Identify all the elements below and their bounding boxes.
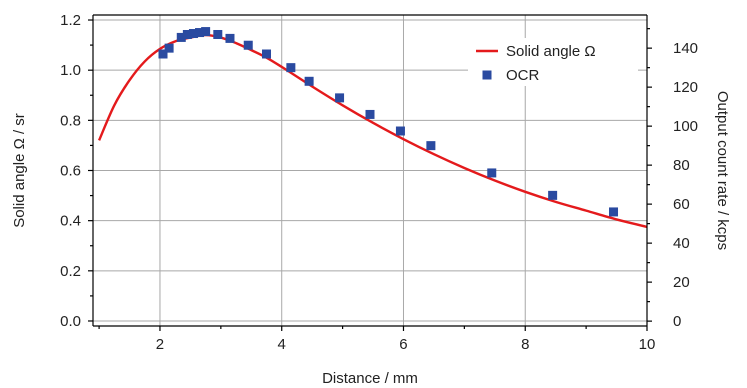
- legend-swatch-square: [482, 70, 492, 80]
- legend-background: [468, 38, 638, 86]
- ocr-point: [487, 168, 497, 178]
- ocr-point: [213, 29, 223, 39]
- legend-label-ocr: OCR: [506, 67, 540, 84]
- y-left-tick-label: 0.2: [60, 263, 81, 280]
- x-tick-label: 10: [639, 336, 656, 353]
- y-right-tick-label: 0: [673, 313, 681, 330]
- y-right-tick-label: 40: [673, 235, 690, 252]
- y-right-tick-label: 20: [673, 274, 690, 291]
- y-right-tick-label: 120: [673, 79, 698, 96]
- ocr-point: [182, 29, 192, 39]
- x-tick-label: 6: [399, 336, 407, 353]
- x-tick-label: 8: [521, 336, 529, 353]
- plot-area: [97, 27, 647, 229]
- ocr-point: [335, 93, 345, 103]
- ocr-point: [304, 76, 314, 86]
- ocr-point: [243, 40, 253, 50]
- ocr-point: [286, 63, 296, 73]
- ocr-point: [201, 27, 211, 37]
- y-right-tick-label: 100: [673, 118, 698, 135]
- ocr-point: [176, 32, 186, 42]
- y-right-tick-label: 80: [673, 157, 690, 174]
- ocr-point: [395, 126, 405, 136]
- y-left-tick-label: 1.2: [60, 12, 81, 29]
- y-left-tick-label: 1.0: [60, 62, 81, 79]
- y-right-tick-label: 140: [673, 40, 698, 57]
- y-left-tick-label: 0.8: [60, 112, 81, 129]
- ocr-point: [158, 49, 168, 59]
- ocr-point: [225, 33, 235, 43]
- y-left-tick-label: 0.4: [60, 213, 81, 230]
- y-right-tick-label: 60: [673, 196, 690, 213]
- y-left-axis-title: Solid angle Ω / sr: [11, 113, 28, 228]
- legend: Solid angle Ω OCR: [468, 38, 638, 86]
- ocr-point: [365, 109, 375, 119]
- y-left-tick-label: 0.0: [60, 313, 81, 330]
- series-line-solid-angle: [97, 33, 647, 229]
- ocr-point: [548, 190, 558, 200]
- ocr-point: [195, 28, 205, 38]
- x-tick-label: 4: [278, 336, 286, 353]
- ocr-point: [164, 43, 174, 53]
- y-left-tick-label: 0.6: [60, 163, 81, 180]
- x-tick-label: 2: [156, 336, 164, 353]
- ocr-point: [262, 49, 272, 59]
- legend-label-solid-angle: Solid angle Ω: [506, 43, 596, 60]
- x-axis-title: Distance / mm: [322, 370, 418, 387]
- y-right-axis-title: Output count rate / kcps: [714, 91, 731, 250]
- ocr-point: [609, 207, 619, 217]
- ocr-point: [426, 141, 436, 151]
- axes: 2 4 6 8 10 0.0 0.2 0.4 0.6 0.8 1.0 1.2 0 20 40 60 80 100 1…: [11, 12, 731, 387]
- ocr-point: [188, 29, 198, 39]
